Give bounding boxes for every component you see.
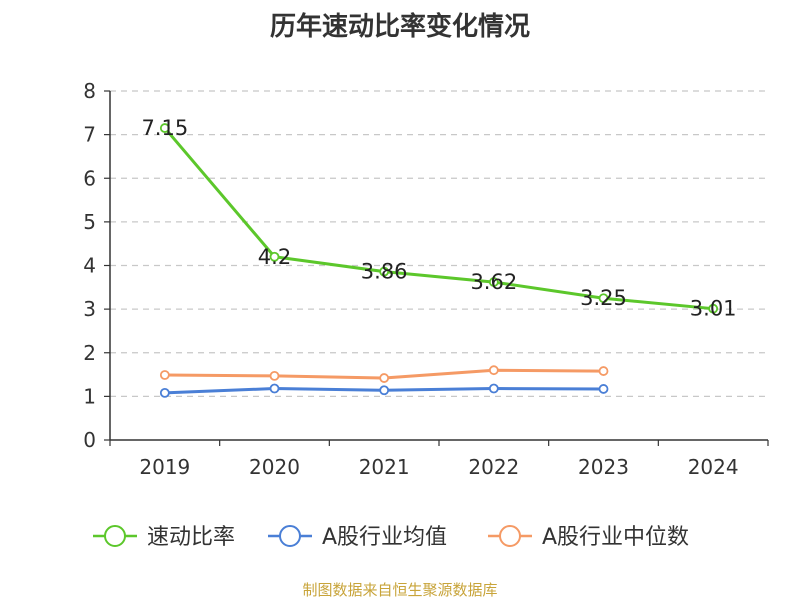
- data-label: 4.2: [258, 245, 291, 269]
- data-point: [598, 366, 609, 376]
- data-point: [269, 383, 280, 394]
- data-point: [159, 387, 170, 398]
- x-tick-label: 2021: [359, 455, 410, 479]
- data-source-note: 制图数据来自恒生聚源数据库: [302, 581, 498, 599]
- data-point: [379, 385, 390, 396]
- data-label: 3.01: [690, 297, 737, 321]
- data-label: 3.25: [580, 286, 627, 310]
- data-point: [598, 293, 609, 304]
- x-tick-label: 2023: [578, 455, 629, 479]
- y-tick-label: 1: [83, 384, 96, 408]
- data-point: [379, 266, 390, 277]
- legend-label: A股行业中位数: [542, 525, 689, 550]
- data-label: 3.86: [361, 260, 408, 284]
- data-point: [598, 384, 609, 394]
- legend-marker: [104, 525, 126, 547]
- legend-label: 速动比率: [147, 525, 235, 550]
- data-point: [269, 370, 280, 381]
- data-point: [159, 123, 170, 133]
- y-tick-label: 6: [83, 166, 96, 190]
- y-tick-label: 5: [83, 210, 96, 234]
- series-line-0: [163, 127, 714, 311]
- data-point: [488, 383, 499, 394]
- y-tick-label: 4: [83, 254, 96, 278]
- data-point: [159, 370, 170, 380]
- y-tick-label: 8: [83, 79, 96, 103]
- y-tick-label: 7: [83, 123, 96, 147]
- data-label: 7.15: [141, 116, 188, 140]
- x-tick-label: 2020: [249, 455, 300, 479]
- chart-title: 历年速动比率变化情况: [269, 12, 530, 42]
- data-point: [379, 373, 390, 383]
- x-tick-label: 2022: [468, 455, 519, 479]
- data-point: [488, 277, 499, 287]
- y-tick-label: 3: [83, 297, 96, 321]
- y-tick-label: 0: [83, 428, 96, 452]
- data-point: [708, 303, 719, 314]
- y-tick-label: 2: [83, 341, 96, 365]
- x-tick-label: 2019: [139, 455, 190, 479]
- legend-marker: [279, 525, 301, 547]
- x-tick-label: 2024: [688, 455, 739, 479]
- data-label: 3.62: [470, 270, 517, 294]
- legend-marker: [499, 525, 521, 547]
- data-point: [269, 251, 280, 262]
- legend-label: A股行业均值: [322, 525, 447, 550]
- data-point: [488, 365, 499, 376]
